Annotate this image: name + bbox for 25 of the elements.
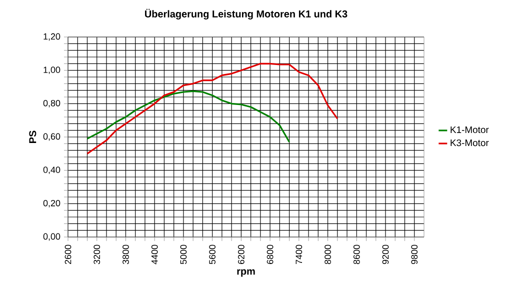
x-tick-label: 9200 (382, 244, 389, 264)
legend-label: K1-Motor (450, 126, 489, 134)
x-tick-label: 4400 (151, 244, 158, 264)
x-tick-label: 7400 (296, 244, 302, 264)
x-tick-label: 6800 (266, 244, 274, 264)
x-tick-label: 9800 (411, 244, 418, 264)
x-tick-label: 6200 (238, 244, 244, 264)
x-axis-title: rpm (237, 269, 255, 277)
y-tick-label: 0,40 (43, 166, 60, 174)
x-tick-label: 5600 (209, 244, 216, 264)
x-tick-label: 8600 (353, 244, 360, 264)
legend-label: K3-Motor (450, 139, 489, 146)
x-tick-label: 5000 (180, 244, 187, 264)
x-tick-label: 2600 (64, 244, 72, 264)
y-tick-label: 1,00 (44, 66, 60, 74)
y-tick-label: 0,20 (43, 200, 60, 208)
x-tick-label: 3200 (94, 244, 100, 264)
x-tick-label: 8000 (324, 244, 331, 264)
x-tick-label: 3800 (122, 244, 129, 264)
y-axis-title: PS (29, 130, 36, 143)
y-tick-label: 0,00 (43, 233, 60, 241)
y-tick-label: 0,60 (43, 133, 60, 141)
chart-title: Überlagerung Leistung Motoren K1 und K3 (145, 8, 348, 20)
y-tick-label: 1,20 (44, 33, 60, 41)
y-tick-label: 0,80 (43, 100, 60, 108)
